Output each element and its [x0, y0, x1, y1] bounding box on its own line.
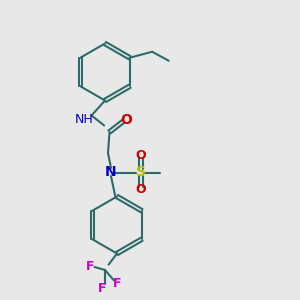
- Text: F: F: [98, 281, 106, 295]
- Text: F: F: [86, 260, 94, 274]
- Text: O: O: [136, 183, 146, 196]
- Text: N: N: [105, 166, 117, 179]
- Text: NH: NH: [75, 113, 93, 127]
- Text: F: F: [113, 277, 121, 290]
- Text: O: O: [136, 148, 146, 162]
- Text: S: S: [136, 166, 146, 179]
- Text: O: O: [120, 113, 132, 127]
